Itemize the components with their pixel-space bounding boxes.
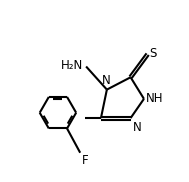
Text: N: N <box>101 74 110 88</box>
Text: F: F <box>82 154 88 167</box>
Text: S: S <box>149 47 157 60</box>
Text: N: N <box>133 121 142 134</box>
Text: NH: NH <box>146 92 163 105</box>
Text: H₂N: H₂N <box>61 59 84 72</box>
